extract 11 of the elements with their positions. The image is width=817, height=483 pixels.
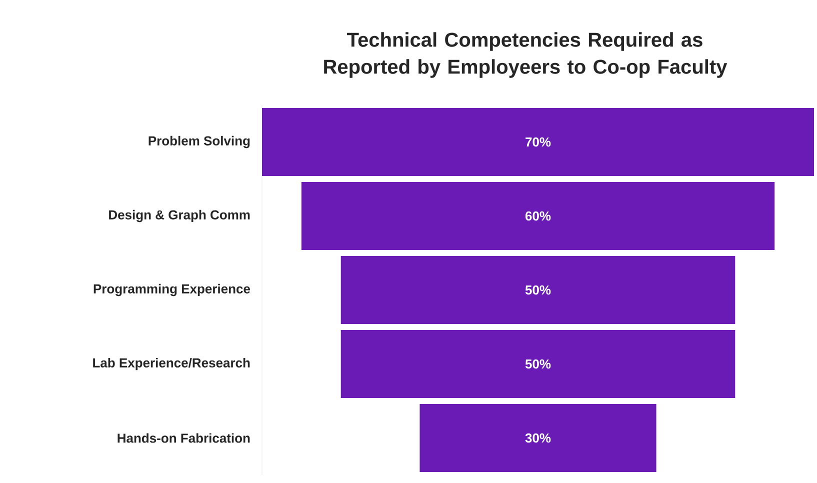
category-label: Problem Solving — [148, 136, 250, 148]
category-label: Hands-on Fabrication — [118, 433, 250, 443]
category-label: Lab Experience/Research — [93, 358, 250, 370]
category-label: Design & Graph Comm — [109, 210, 250, 222]
text: Technical Competencies Required as Reported by Employeers to Co-op Faculty — [324, 32, 728, 78]
data-label: 50% — [525, 359, 551, 369]
category-label: Programming Experience — [94, 284, 250, 296]
data-label: 30% — [525, 433, 551, 443]
data-label: 50% — [525, 285, 551, 295]
data-label: 70% — [526, 137, 551, 147]
data-label: 60% — [525, 211, 551, 221]
